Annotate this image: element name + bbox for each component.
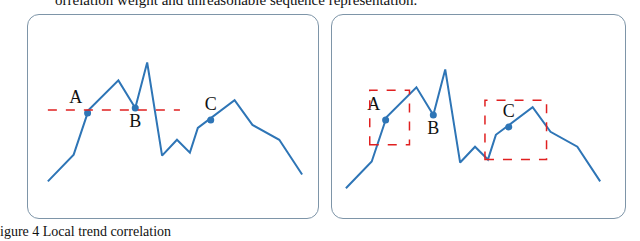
svg-text:C: C xyxy=(503,101,515,121)
svg-text:A: A xyxy=(69,87,82,107)
svg-text:B: B xyxy=(427,118,439,138)
svg-text:C: C xyxy=(205,94,217,114)
svg-text:B: B xyxy=(129,111,141,131)
html-text:igure 4 Local trend correlatio: igure 4 Local trend correlation xyxy=(0,224,171,239)
svg-text:A: A xyxy=(367,94,380,114)
